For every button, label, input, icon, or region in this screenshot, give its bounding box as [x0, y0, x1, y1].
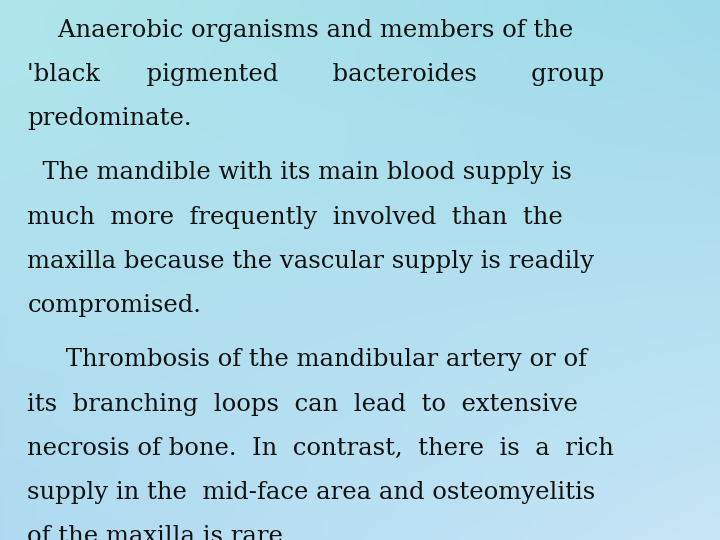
Text: much  more  frequently  involved  than  the: much more frequently involved than the [27, 206, 563, 229]
Text: maxilla because the vascular supply is readily: maxilla because the vascular supply is r… [27, 250, 595, 273]
Text: compromised.: compromised. [27, 294, 201, 318]
Text: Anaerobic organisms and members of the: Anaerobic organisms and members of the [27, 19, 574, 42]
Text: necrosis of bone.  In  contrast,  there  is  a  rich: necrosis of bone. In contrast, there is … [27, 437, 614, 460]
Text: predominate.: predominate. [27, 107, 192, 131]
Text: Thrombosis of the mandibular artery or of: Thrombosis of the mandibular artery or o… [27, 348, 588, 372]
Text: its  branching  loops  can  lead  to  extensive: its branching loops can lead to extensiv… [27, 393, 578, 416]
Text: 'black      pigmented       bacteroides       group: 'black pigmented bacteroides group [27, 63, 605, 86]
Text: The mandible with its main blood supply is: The mandible with its main blood supply … [27, 161, 572, 185]
Text: of the maxilla is rare.: of the maxilla is rare. [27, 525, 291, 540]
Text: supply in the  mid-face area and osteomyelitis: supply in the mid-face area and osteomye… [27, 481, 595, 504]
